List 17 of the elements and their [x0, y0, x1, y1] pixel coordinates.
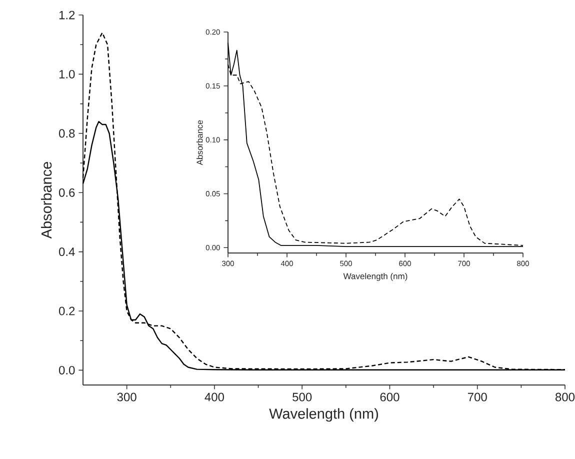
x-tick-label: 500	[292, 392, 312, 402]
x-tick-label: 800	[556, 392, 575, 402]
y-axis-title: Absorbance	[41, 162, 52, 239]
y-tick-label: 1.2	[59, 10, 75, 20]
y-tick-label: 0.2	[58, 306, 75, 316]
y-tick-label: 1.0	[59, 70, 75, 78]
y-tick-label: 0.8	[58, 129, 75, 138]
y-axis-title: Absorbance	[196, 120, 203, 166]
x-tick-label: 700	[468, 392, 487, 402]
y-tick-label: 0.4	[58, 248, 75, 256]
x-axis-title: Wavelength (nm)	[269, 408, 378, 422]
y-tick-label: 0.0	[58, 366, 75, 374]
x-tick-label: 600	[380, 392, 400, 402]
x-tick-label: 300	[117, 392, 136, 402]
x-axis-title: Wavelength (nm)	[343, 272, 408, 281]
x-tick-label: 400	[204, 392, 224, 402]
y-tick-label: 0.6	[58, 188, 75, 197]
